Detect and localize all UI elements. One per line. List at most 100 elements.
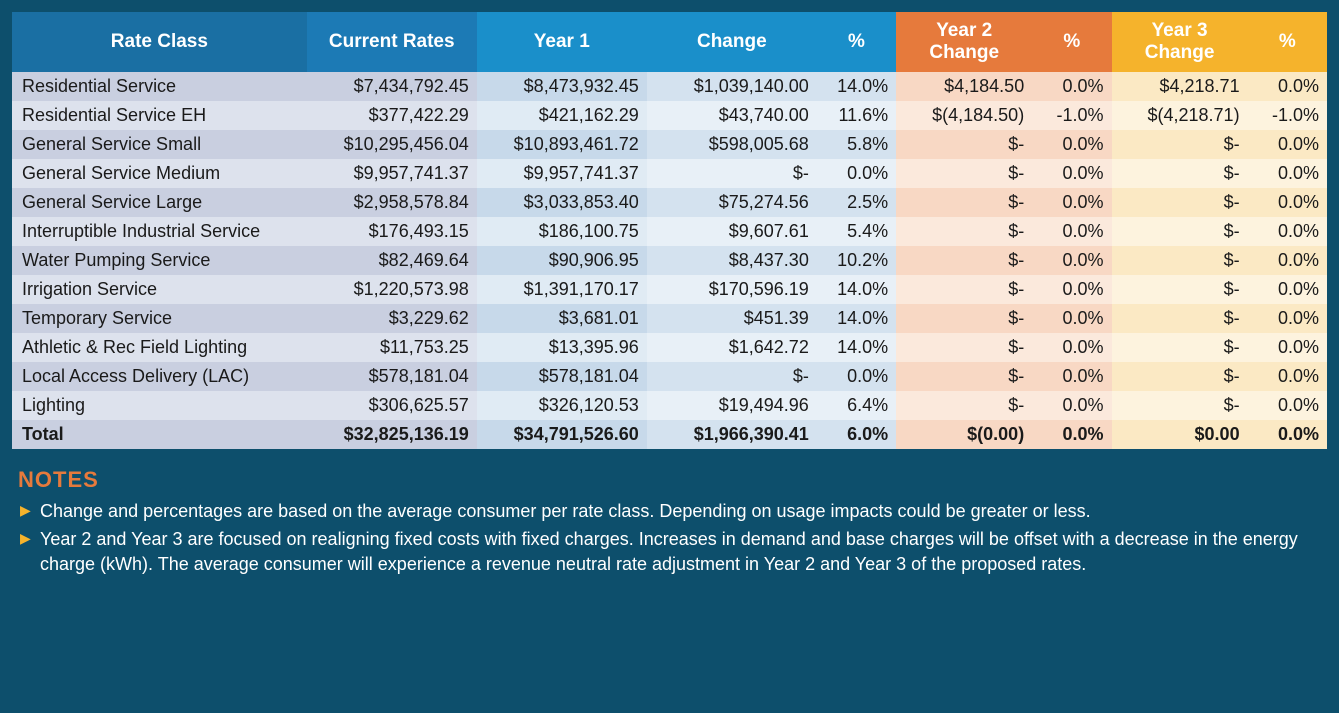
cell-label: Athletic & Rec Field Lighting xyxy=(12,333,307,362)
total-y2c: $(0.00) xyxy=(896,420,1032,449)
total-current: $32,825,136.19 xyxy=(307,420,477,449)
total-y3c: $0.00 xyxy=(1112,420,1248,449)
col-year3-change: Year 3 Change xyxy=(1112,12,1248,72)
cell-y2-pct: 0.0% xyxy=(1032,391,1111,420)
table-row: Interruptible Industrial Service$176,493… xyxy=(12,217,1327,246)
cell-y3-change: $- xyxy=(1112,275,1248,304)
cell-label: Irrigation Service xyxy=(12,275,307,304)
cell-current: $578,181.04 xyxy=(307,362,477,391)
cell-pct: 11.6% xyxy=(817,101,896,130)
cell-y2-pct: 0.0% xyxy=(1032,246,1111,275)
cell-y2-change: $- xyxy=(896,333,1032,362)
cell-y2-pct: 0.0% xyxy=(1032,130,1111,159)
cell-y3-change: $- xyxy=(1112,391,1248,420)
table-row: Irrigation Service$1,220,573.98$1,391,17… xyxy=(12,275,1327,304)
cell-y3-pct: 0.0% xyxy=(1248,217,1327,246)
rate-class-table: Rate Class Current Rates Year 1 Change %… xyxy=(12,12,1327,449)
cell-year1: $3,033,853.40 xyxy=(477,188,647,217)
total-label: Total xyxy=(12,420,307,449)
cell-y3-change: $- xyxy=(1112,304,1248,333)
cell-change: $451.39 xyxy=(647,304,817,333)
cell-y2-pct: 0.0% xyxy=(1032,304,1111,333)
cell-change: $43,740.00 xyxy=(647,101,817,130)
cell-label: Residential Service xyxy=(12,72,307,101)
cell-y3-pct: 0.0% xyxy=(1248,275,1327,304)
cell-year1: $1,391,170.17 xyxy=(477,275,647,304)
cell-y2-change: $- xyxy=(896,130,1032,159)
cell-pct: 0.0% xyxy=(817,159,896,188)
cell-current: $176,493.15 xyxy=(307,217,477,246)
cell-pct: 14.0% xyxy=(817,72,896,101)
cell-label: General Service Large xyxy=(12,188,307,217)
note-item: Change and percentages are based on the … xyxy=(18,499,1321,523)
cell-y3-pct: 0.0% xyxy=(1248,333,1327,362)
cell-year1: $3,681.01 xyxy=(477,304,647,333)
cell-y3-change: $- xyxy=(1112,188,1248,217)
cell-y2-pct: 0.0% xyxy=(1032,362,1111,391)
cell-current: $377,422.29 xyxy=(307,101,477,130)
total-pct: 6.0% xyxy=(817,420,896,449)
table-row: Residential Service EH$377,422.29$421,16… xyxy=(12,101,1327,130)
table-body: Residential Service$7,434,792.45$8,473,9… xyxy=(12,72,1327,420)
cell-label: General Service Medium xyxy=(12,159,307,188)
cell-pct: 2.5% xyxy=(817,188,896,217)
table-row: Athletic & Rec Field Lighting$11,753.25 $… xyxy=(12,333,1327,362)
cell-y3-change: $(4,218.71) xyxy=(1112,101,1248,130)
cell-label: Interruptible Industrial Service xyxy=(12,217,307,246)
cell-y3-pct: 0.0% xyxy=(1248,362,1327,391)
cell-y3-change: $- xyxy=(1112,333,1248,362)
cell-y2-change: $- xyxy=(896,362,1032,391)
cell-label: Water Pumping Service xyxy=(12,246,307,275)
cell-y2-change: $4,184.50 xyxy=(896,72,1032,101)
cell-y3-change: $- xyxy=(1112,130,1248,159)
cell-y2-change: $- xyxy=(896,159,1032,188)
cell-pct: 6.4% xyxy=(817,391,896,420)
cell-label: Temporary Service xyxy=(12,304,307,333)
cell-current: $2,958,578.84 xyxy=(307,188,477,217)
cell-label: Residential Service EH xyxy=(12,101,307,130)
cell-y2-pct: 0.0% xyxy=(1032,159,1111,188)
cell-change: $75,274.56 xyxy=(647,188,817,217)
col-current-rates: Current Rates xyxy=(307,12,477,72)
cell-pct: 10.2% xyxy=(817,246,896,275)
col-pct: % xyxy=(817,12,896,72)
cell-change: $170,596.19 xyxy=(647,275,817,304)
cell-y2-pct: 0.0% xyxy=(1032,72,1111,101)
cell-pct: 5.4% xyxy=(817,217,896,246)
cell-year1: $10,893,461.72 xyxy=(477,130,647,159)
cell-change: $1,039,140.00 xyxy=(647,72,817,101)
table-row: General Service Medium$9,957,741.37$9,95… xyxy=(12,159,1327,188)
cell-year1: $326,120.53 xyxy=(477,391,647,420)
cell-y3-pct: 0.0% xyxy=(1248,188,1327,217)
cell-current: $1,220,573.98 xyxy=(307,275,477,304)
cell-label: Lighting xyxy=(12,391,307,420)
cell-y3-change: $- xyxy=(1112,159,1248,188)
cell-label: Local Access Delivery (LAC) xyxy=(12,362,307,391)
cell-y2-change: $- xyxy=(896,391,1032,420)
cell-y2-change: $- xyxy=(896,246,1032,275)
cell-current: $9,957,741.37 xyxy=(307,159,477,188)
cell-y3-pct: 0.0% xyxy=(1248,304,1327,333)
cell-y3-change: $- xyxy=(1112,362,1248,391)
cell-current: $10,295,456.04 xyxy=(307,130,477,159)
cell-pct: 14.0% xyxy=(817,275,896,304)
cell-y3-pct: 0.0% xyxy=(1248,72,1327,101)
cell-y2-change: $(4,184.50) xyxy=(896,101,1032,130)
col-year2-change: Year 2 Change xyxy=(896,12,1032,72)
cell-year1: $421,162.29 xyxy=(477,101,647,130)
cell-y2-pct: 0.0% xyxy=(1032,188,1111,217)
col-year3-pct: % xyxy=(1248,12,1327,72)
cell-change: $598,005.68 xyxy=(647,130,817,159)
cell-year1: $8,473,932.45 xyxy=(477,72,647,101)
cell-pct: 0.0% xyxy=(817,362,896,391)
cell-current: $11,753.25 xyxy=(307,333,477,362)
table-row: Temporary Service$3,229.62$3,681.01$451.… xyxy=(12,304,1327,333)
note-item: Year 2 and Year 3 are focused on realign… xyxy=(18,527,1321,576)
cell-y2-pct: 0.0% xyxy=(1032,217,1111,246)
cell-y2-change: $- xyxy=(896,304,1032,333)
cell-y2-change: $- xyxy=(896,275,1032,304)
cell-y3-change: $- xyxy=(1112,246,1248,275)
cell-change: $- xyxy=(647,159,817,188)
cell-y3-change: $4,218.71 xyxy=(1112,72,1248,101)
cell-pct: 14.0% xyxy=(817,333,896,362)
